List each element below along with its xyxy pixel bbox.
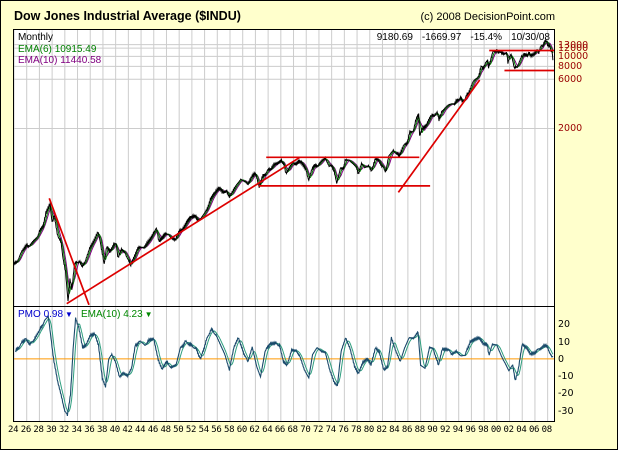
x-axis-label: 32 <box>58 425 70 435</box>
ema6-label: EMA(6) <box>18 43 52 55</box>
x-axis-label: 00 <box>490 425 502 435</box>
pmo-axis-label: 0 <box>558 353 565 365</box>
x-axis-label: 28 <box>33 425 44 435</box>
quote-last: 9180.69 <box>376 32 413 43</box>
pmo-axis-label: 10 <box>558 336 571 348</box>
x-axis-label: 46 <box>147 425 159 435</box>
x-axis-label: 30 <box>46 425 57 435</box>
x-axis-label: 82 <box>376 425 387 435</box>
x-axis-label: 42 <box>122 425 133 435</box>
x-axis-label: 34 <box>71 425 83 435</box>
x-axis-label: 40 <box>109 425 121 435</box>
pmo-ema-value: 4.23 <box>123 309 143 320</box>
x-axis-label: 72 <box>312 425 324 435</box>
pmo-panel: PMO 0.98 ▼ EMA(10) 4.23 ▼ <box>13 306 555 422</box>
x-axis-label: 08 <box>541 425 553 435</box>
pmo-axis-label: -20 <box>558 388 574 400</box>
price-axis-label: 13000 <box>558 39 589 51</box>
x-axis-label: 26 <box>20 425 32 435</box>
ema6-readout: EMA(6) 10915.49 <box>18 44 101 56</box>
copyright-text: (c) 2008 DecisionPoint.com <box>420 11 555 23</box>
x-axis-label: 44 <box>135 425 146 435</box>
price-axis-label: 12000 <box>558 43 589 55</box>
pmo-ema-label: EMA(10) <box>80 309 121 320</box>
price-panel: Monthly EMA(6) 10915.49 EMA(10) 11440.58… <box>13 29 555 307</box>
x-axis-label: 48 <box>160 425 171 435</box>
x-axis-label: 96 <box>465 425 476 435</box>
trendline <box>48 198 90 306</box>
x-axis-label: 74 <box>325 425 337 435</box>
quote-date: 10/30/08 <box>511 32 550 43</box>
price-axis-label: 2000 <box>558 123 583 135</box>
pmo-chart-svg <box>14 307 554 421</box>
pmo-axis-label: 20 <box>558 319 571 331</box>
trendline <box>397 79 481 193</box>
pmo-readout: PMO 0.98 ▼ EMA(10) 4.23 ▼ <box>18 309 153 321</box>
x-axis-label: 24 <box>8 425 19 435</box>
pmo-ema-down-arrow-icon: ▼ <box>144 310 153 319</box>
x-axis-label: 80 <box>363 425 375 435</box>
x-axis-label: 66 <box>274 425 286 435</box>
ema10-value: 11440.58 <box>60 55 102 66</box>
x-axis-label: 78 <box>351 425 362 435</box>
x-axis-label: 36 <box>84 425 95 435</box>
x-axis-label: 62 <box>249 425 260 435</box>
ema6-value: 10915.49 <box>54 43 97 55</box>
x-axis-label: 04 <box>516 425 527 435</box>
x-axis-label: 38 <box>96 425 108 435</box>
pmo-value: 0.98 <box>43 309 64 320</box>
x-axis-label: 64 <box>262 425 273 435</box>
x-axis-label: 68 <box>287 425 299 435</box>
page-title: Dow Jones Industrial Average ($INDU) <box>14 9 241 23</box>
price-axis-label: 8000 <box>558 61 583 73</box>
price-chart-svg <box>14 30 554 306</box>
trendline <box>66 156 301 305</box>
x-axis-label: 88 <box>414 425 426 435</box>
pmo-ema-line <box>15 318 554 413</box>
x-axis-label: 60 <box>236 425 248 435</box>
x-axis-label: 84 <box>389 425 400 435</box>
ema10-readout: EMA(10) 11440.58 <box>18 55 101 67</box>
x-axis-label: 90 <box>427 425 438 435</box>
x-axis-label: 54 <box>198 425 210 435</box>
pmo-line <box>14 314 554 417</box>
pmo-axis-label: -10 <box>558 371 574 383</box>
quote-readout: 9180.69 -1669.97 -15.4% 10/30/08 <box>377 32 550 44</box>
x-axis-label: 06 <box>528 425 540 435</box>
quote-percent: -15.4% <box>470 32 503 43</box>
x-axis-label: 86 <box>401 425 413 435</box>
x-axis-label: 70 <box>300 425 311 435</box>
x-axis-label: 56 <box>211 425 222 435</box>
x-axis-label: 50 <box>173 425 184 435</box>
pmo-axis-label: -30 <box>558 405 574 417</box>
quote-change: -1669.97 <box>421 32 462 43</box>
x-axis-label: 58 <box>224 425 235 435</box>
price-axis-label: 6000 <box>558 74 583 86</box>
price-panel-legend: Monthly EMA(6) 10915.49 EMA(10) 11440.58 <box>18 32 101 67</box>
x-axis-label: 94 <box>452 425 464 435</box>
x-axis-label: 92 <box>440 425 451 435</box>
x-axis-label: 98 <box>478 425 489 435</box>
x-axis-label: 76 <box>338 425 349 435</box>
timeframe-label: Monthly <box>18 32 54 43</box>
price-axis-label: 10000 <box>558 51 589 63</box>
ema10-label: EMA(10) <box>18 55 58 66</box>
x-axis-label: 52 <box>185 425 197 435</box>
pmo-down-arrow-icon: ▼ <box>65 310 73 319</box>
x-axis-label: 02 <box>503 425 515 435</box>
pmo-label: PMO <box>18 309 41 320</box>
